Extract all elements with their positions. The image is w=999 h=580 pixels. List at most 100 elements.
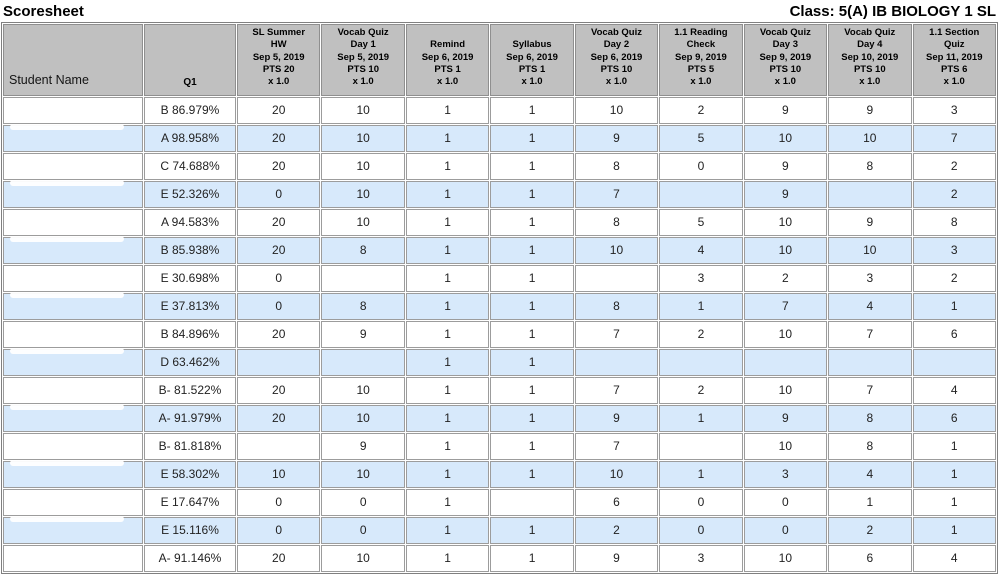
student-name-cell[interactable]: [3, 515, 143, 544]
score-cell[interactable]: 1: [405, 96, 490, 124]
score-cell[interactable]: 0: [659, 488, 743, 516]
score-cell[interactable]: 20: [237, 208, 321, 236]
score-cell[interactable]: 2: [659, 96, 743, 124]
score-cell[interactable]: [490, 488, 574, 516]
q1-grade-cell[interactable]: E 37.813%: [144, 292, 236, 320]
score-cell[interactable]: 1: [912, 292, 996, 320]
score-cell[interactable]: 1: [490, 208, 574, 236]
score-cell[interactable]: 4: [828, 292, 912, 320]
score-cell[interactable]: 1: [659, 292, 743, 320]
score-cell[interactable]: 7: [828, 320, 912, 348]
score-cell[interactable]: 7: [574, 180, 659, 208]
score-cell[interactable]: 1: [490, 292, 574, 320]
score-cell[interactable]: 10: [743, 432, 828, 460]
assignment-header[interactable]: Vocab Quiz Day 4 Sep 10, 2019 PTS 10 x 1.0: [828, 24, 912, 96]
score-cell[interactable]: 10: [828, 124, 912, 152]
score-cell[interactable]: 6: [574, 488, 659, 516]
score-cell[interactable]: 0: [237, 180, 321, 208]
score-cell[interactable]: [828, 180, 912, 208]
q1-grade-cell[interactable]: C 74.688%: [144, 152, 236, 180]
score-cell[interactable]: [237, 432, 321, 460]
score-cell[interactable]: 10: [743, 320, 828, 348]
student-name-cell[interactable]: [3, 123, 143, 152]
score-cell[interactable]: 9: [743, 96, 828, 124]
q1-grade-cell[interactable]: A- 91.979%: [144, 404, 236, 432]
score-cell[interactable]: [574, 348, 659, 376]
score-cell[interactable]: [659, 180, 743, 208]
score-cell[interactable]: 20: [237, 376, 321, 404]
score-cell[interactable]: 20: [237, 96, 321, 124]
score-cell[interactable]: 9: [743, 404, 828, 432]
score-cell[interactable]: 20: [237, 320, 321, 348]
student-name-cell[interactable]: [3, 347, 143, 376]
score-cell[interactable]: 10: [321, 96, 405, 124]
score-cell[interactable]: [659, 432, 743, 460]
score-cell[interactable]: 1: [405, 236, 490, 264]
student-name-cell[interactable]: [3, 179, 143, 208]
score-cell[interactable]: 2: [912, 264, 996, 292]
score-cell[interactable]: 0: [659, 152, 743, 180]
score-cell[interactable]: 1: [659, 404, 743, 432]
score-cell[interactable]: 2: [659, 320, 743, 348]
score-cell[interactable]: 10: [321, 544, 405, 572]
score-cell[interactable]: 7: [574, 376, 659, 404]
score-cell[interactable]: 1: [490, 376, 574, 404]
q1-grade-cell[interactable]: B 84.896%: [144, 320, 236, 348]
assignment-header[interactable]: Vocab Quiz Day 2 Sep 6, 2019 PTS 10 x 1.0: [574, 24, 659, 96]
score-cell[interactable]: 3: [659, 264, 743, 292]
student-name-cell[interactable]: [3, 235, 143, 264]
score-cell[interactable]: 1: [490, 460, 574, 488]
score-cell[interactable]: 1: [490, 320, 574, 348]
score-cell[interactable]: 8: [574, 292, 659, 320]
score-cell[interactable]: 8: [828, 404, 912, 432]
assignment-header[interactable]: Vocab Quiz Day 3 Sep 9, 2019 PTS 10 x 1.0: [743, 24, 828, 96]
score-cell[interactable]: 5: [659, 208, 743, 236]
score-cell[interactable]: 9: [743, 180, 828, 208]
score-cell[interactable]: 7: [828, 376, 912, 404]
score-cell[interactable]: 7: [574, 320, 659, 348]
score-cell[interactable]: 9: [321, 320, 405, 348]
score-cell[interactable]: 1: [405, 432, 490, 460]
score-cell[interactable]: 1: [405, 516, 490, 544]
score-cell[interactable]: 8: [574, 152, 659, 180]
score-cell[interactable]: 1: [490, 544, 574, 572]
student-name-cell[interactable]: [3, 152, 143, 180]
score-cell[interactable]: 1: [405, 208, 490, 236]
score-cell[interactable]: 1: [659, 460, 743, 488]
score-cell[interactable]: 2: [912, 180, 996, 208]
score-cell[interactable]: 0: [321, 488, 405, 516]
q1-grade-cell[interactable]: A 98.958%: [144, 124, 236, 152]
score-cell[interactable]: 6: [912, 320, 996, 348]
q1-grade-cell[interactable]: A- 91.146%: [144, 544, 236, 572]
score-cell[interactable]: 0: [237, 292, 321, 320]
score-cell[interactable]: 1: [405, 544, 490, 572]
score-cell[interactable]: 1: [828, 488, 912, 516]
score-cell[interactable]: [743, 348, 828, 376]
score-cell[interactable]: 4: [912, 544, 996, 572]
score-cell[interactable]: 1: [490, 180, 574, 208]
student-name-cell[interactable]: [3, 96, 143, 124]
score-cell[interactable]: 5: [659, 124, 743, 152]
score-cell[interactable]: 6: [912, 404, 996, 432]
score-cell[interactable]: 9: [743, 152, 828, 180]
student-name-cell[interactable]: [3, 544, 143, 572]
score-cell[interactable]: 9: [574, 124, 659, 152]
score-cell[interactable]: [912, 348, 996, 376]
score-cell[interactable]: 1: [490, 124, 574, 152]
score-cell[interactable]: 4: [659, 236, 743, 264]
score-cell[interactable]: 1: [490, 236, 574, 264]
score-cell[interactable]: 9: [828, 208, 912, 236]
score-cell[interactable]: 1: [405, 488, 490, 516]
score-cell[interactable]: 1: [405, 124, 490, 152]
score-cell[interactable]: 2: [743, 264, 828, 292]
score-cell[interactable]: 10: [574, 460, 659, 488]
score-cell[interactable]: 9: [828, 96, 912, 124]
score-cell[interactable]: 10: [321, 460, 405, 488]
score-cell[interactable]: 0: [743, 488, 828, 516]
score-cell[interactable]: 1: [490, 404, 574, 432]
score-cell[interactable]: [321, 348, 405, 376]
assignment-header[interactable]: Vocab Quiz Day 1 Sep 5, 2019 PTS 10 x 1.0: [321, 24, 405, 96]
